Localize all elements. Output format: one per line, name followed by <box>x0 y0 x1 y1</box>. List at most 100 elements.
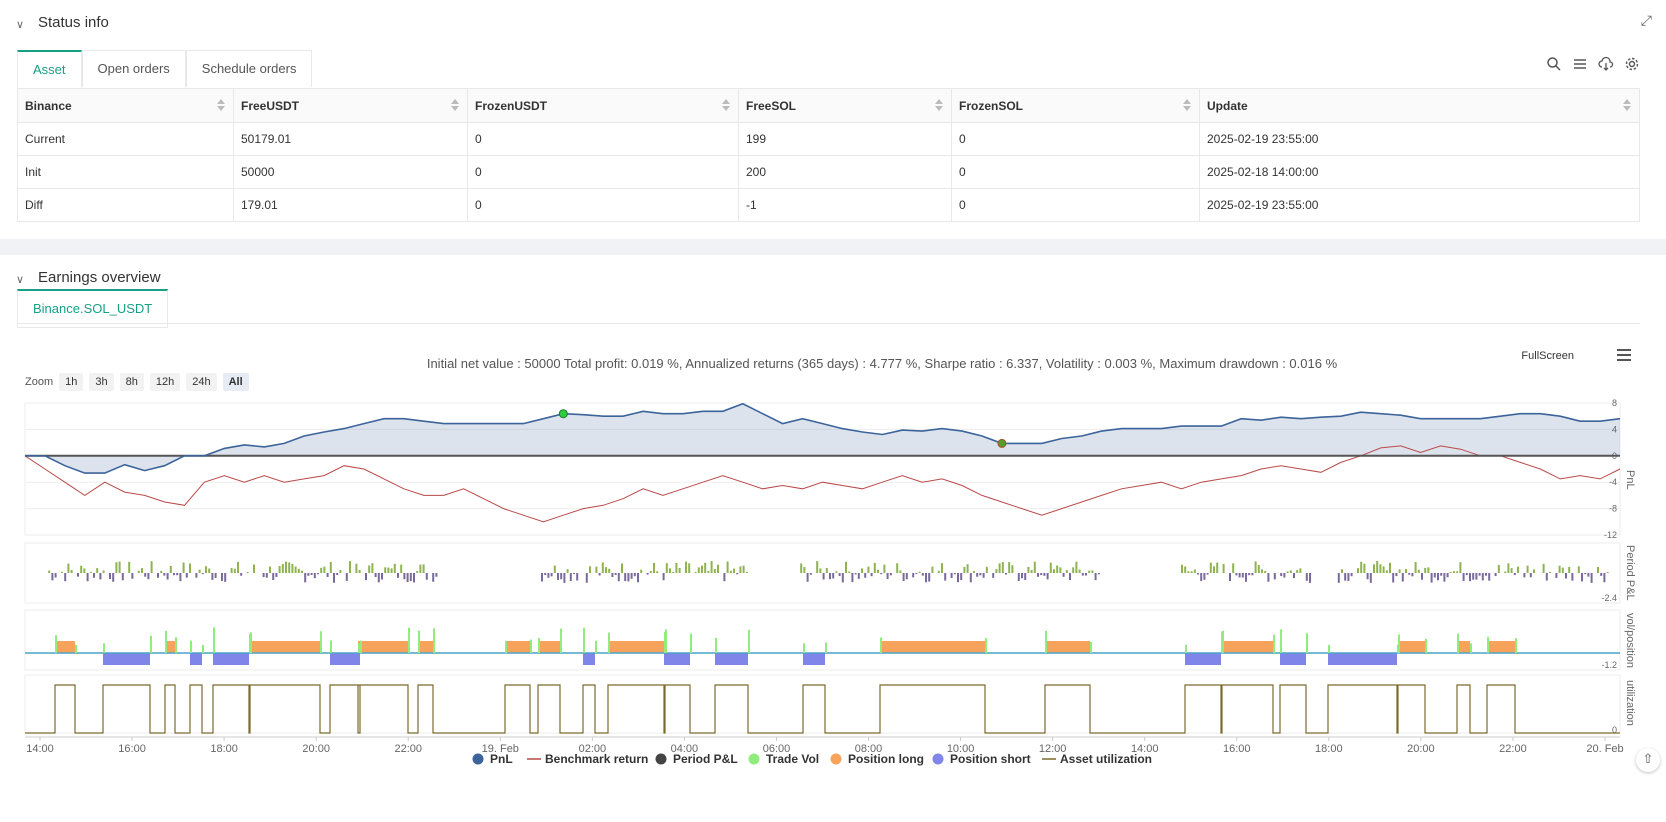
cloud-download-icon[interactable] <box>1598 56 1614 72</box>
period-bar <box>320 567 323 573</box>
period-bar <box>374 573 377 578</box>
table-cell: 0 <box>951 122 1200 156</box>
stats-summary: Initial net value : 50000 Total profit: … <box>426 356 1338 371</box>
period-bar <box>902 573 905 582</box>
legend-item[interactable]: Asset utilization <box>1060 752 1152 766</box>
period-bar <box>211 573 214 580</box>
table-cell[interactable]: Current <box>17 122 234 156</box>
zoom-3h[interactable]: 3h <box>89 373 114 391</box>
zoom-24h[interactable]: 24h <box>186 373 217 391</box>
period-bar <box>93 573 95 578</box>
list-icon[interactable] <box>1572 56 1588 72</box>
period-bar <box>601 562 604 573</box>
x-tick-label: 08:00 <box>855 743 883 755</box>
chevron-down-icon[interactable]: ∨ <box>16 18 25 31</box>
gear-icon[interactable] <box>1624 56 1640 72</box>
tab-schedule-orders[interactable]: Schedule orders <box>185 50 313 87</box>
period-bar <box>1059 567 1062 573</box>
period-bar <box>569 573 572 582</box>
period-bar <box>265 573 268 578</box>
period-bar <box>1081 573 1084 576</box>
earnings-chart[interactable]: 8 4 0 -4 -8 -12 PnL -2.4 Period P&L -1.2 vol/posit… <box>0 255 1666 822</box>
period-bar <box>1433 573 1436 578</box>
period-bar <box>1414 562 1417 573</box>
position-long-bar <box>165 641 175 653</box>
legend-dot-swatch <box>472 753 484 765</box>
period-bar <box>1030 569 1033 573</box>
sort-icon[interactable] <box>1183 99 1191 111</box>
status-header[interactable]: ∨ Status info <box>16 14 109 31</box>
collapse-icon[interactable]: ⤢ <box>1640 12 1652 28</box>
period-bar <box>985 566 988 573</box>
period-bar <box>835 571 838 573</box>
legend-item[interactable]: Trade Vol <box>766 752 819 766</box>
period-bar <box>1437 573 1439 581</box>
sort-icon[interactable] <box>217 99 225 111</box>
period-bar <box>86 573 89 582</box>
period-bar <box>1360 561 1363 573</box>
legend-item[interactable]: Period P&L <box>673 752 738 766</box>
trade-vol-bar <box>803 643 805 653</box>
period-bar <box>1017 573 1020 582</box>
period-bar <box>1187 571 1190 573</box>
period-bar <box>355 563 358 573</box>
period-bar <box>109 573 111 580</box>
y-tick-label: -12 <box>1604 530 1617 540</box>
search-icon[interactable] <box>1546 56 1562 72</box>
zoom-all[interactable]: All <box>222 373 249 391</box>
chart-menu-icon[interactable] <box>1616 348 1632 362</box>
period-bar <box>169 565 172 573</box>
period-bar <box>185 573 188 578</box>
period-bar <box>1565 573 1567 579</box>
trade-vol-bar <box>690 633 692 653</box>
earnings-header[interactable]: ∨ Earnings overview <box>16 269 161 286</box>
tab-asset[interactable]: Asset <box>17 50 82 88</box>
sort-icon[interactable] <box>722 99 730 111</box>
chevron-down-icon[interactable]: ∨ <box>16 273 25 286</box>
tab-open-orders[interactable]: Open orders <box>81 50 186 87</box>
period-bar <box>1363 563 1366 573</box>
legend-item[interactable]: Position short <box>950 752 1031 766</box>
col-header[interactable]: FreeUSDT <box>233 88 468 123</box>
col-header[interactable]: FrozenSOL <box>951 88 1200 123</box>
legend-item[interactable]: Benchmark return <box>545 752 648 766</box>
sort-icon[interactable] <box>935 99 943 111</box>
period-bar <box>291 563 294 573</box>
legend-item[interactable]: Position long <box>848 752 924 766</box>
period-bar <box>83 568 86 573</box>
zoom-8h[interactable]: 8h <box>119 373 144 391</box>
period-bar <box>1478 573 1481 576</box>
zoom-1h[interactable]: 1h <box>59 373 84 391</box>
period-bar <box>1430 573 1433 583</box>
period-bar <box>883 564 886 573</box>
col-header[interactable]: Binance <box>17 88 234 123</box>
trade-vol-bar <box>595 640 597 653</box>
legend-item[interactable]: PnL <box>490 752 513 766</box>
sort-icon[interactable] <box>1623 99 1631 111</box>
period-bar <box>998 563 1001 573</box>
table-cell: 0 <box>467 155 739 189</box>
trade-vol-bar <box>715 637 717 653</box>
period-bar <box>147 573 150 580</box>
tab-binance-sol-usdt[interactable]: Binance.SOL_USDT <box>17 289 169 327</box>
period-bar <box>1453 571 1455 573</box>
back-to-top-button[interactable]: ⇧ <box>1636 748 1660 772</box>
period-bar <box>358 569 361 573</box>
fullscreen-button[interactable]: FullScreen <box>1521 350 1574 362</box>
zoom-12h[interactable]: 12h <box>149 373 181 391</box>
period-bar <box>1337 573 1340 583</box>
col-header[interactable]: FrozenUSDT <box>467 88 739 123</box>
col-header[interactable]: Update <box>1199 88 1640 123</box>
trade-vol-bar <box>150 635 152 653</box>
period-bar <box>1440 573 1443 576</box>
position-short-bar <box>1185 653 1221 665</box>
period-bar <box>1526 565 1529 573</box>
period-bar <box>1584 573 1587 575</box>
sort-icon[interactable] <box>451 99 459 111</box>
period-bar <box>1456 571 1459 573</box>
col-header[interactable]: FreeSOL <box>738 88 952 123</box>
period-bar <box>406 573 409 583</box>
period-bar <box>1446 573 1449 578</box>
trade-vol-bar <box>583 627 585 653</box>
period-bar <box>1296 569 1299 573</box>
